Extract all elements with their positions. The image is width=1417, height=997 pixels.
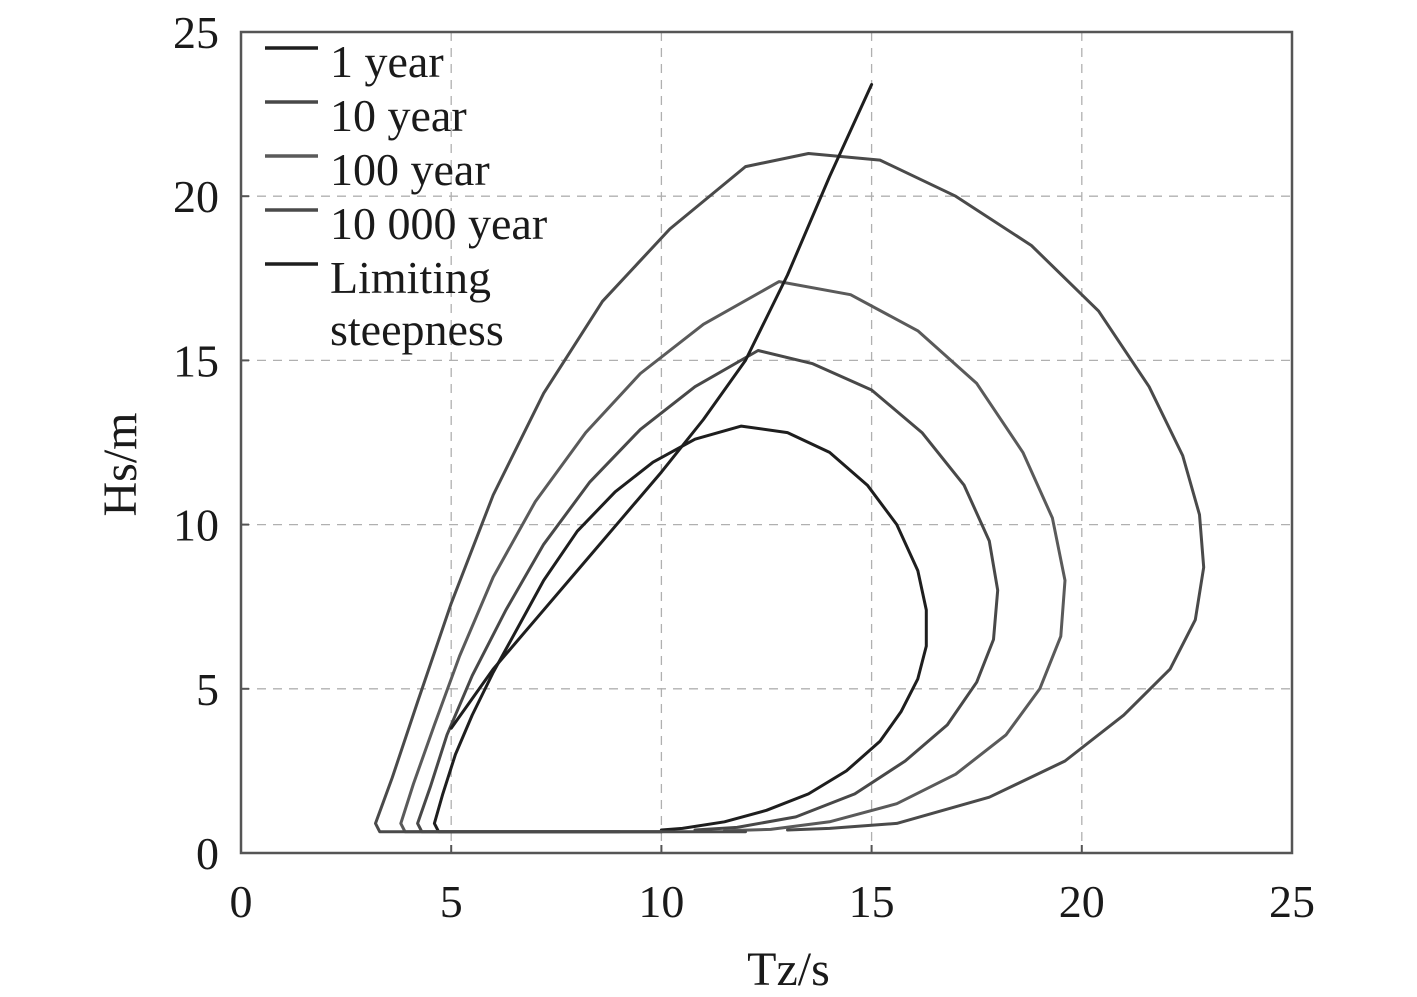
y-tick-label: 25 bbox=[173, 7, 219, 58]
series-line-10-000-year bbox=[374, 152, 1206, 834]
y-axis-label: Hs/m bbox=[94, 412, 147, 516]
x-axis-label: Tz/s bbox=[747, 943, 830, 996]
series-layer bbox=[374, 83, 1206, 834]
legend-label-line: steepness bbox=[330, 304, 504, 355]
legend-label-line: 100 year bbox=[330, 144, 490, 195]
y-tick-label: 0 bbox=[196, 828, 219, 879]
series-line-100-year bbox=[399, 280, 1067, 834]
series-line-10-year bbox=[416, 349, 1000, 834]
legend-label-line: 1 year bbox=[330, 36, 444, 87]
legend-label-line: 10 year bbox=[330, 90, 467, 141]
y-tick-label: 10 bbox=[173, 500, 219, 551]
legend-label-1-year: 1 year bbox=[330, 36, 444, 87]
legend-label-line: Limiting bbox=[330, 252, 491, 303]
x-tick-label: 20 bbox=[1059, 876, 1105, 927]
series-line-limiting-steepness bbox=[449, 83, 874, 730]
y-axis-ticks: 0 5 10 15 20 25 bbox=[173, 7, 249, 879]
x-tick-label: 25 bbox=[1269, 876, 1315, 927]
y-tick-label: 20 bbox=[173, 171, 219, 222]
y-tick-label: 5 bbox=[196, 664, 219, 715]
gridlines bbox=[241, 32, 1292, 853]
x-tick-label: 10 bbox=[638, 876, 684, 927]
y-tick-label: 15 bbox=[173, 335, 219, 386]
plot-frame bbox=[239, 30, 1294, 855]
x-tick-label: 5 bbox=[440, 876, 463, 927]
x-tick-label: 0 bbox=[230, 876, 253, 927]
legend-label-limiting-steepness: Limiting steepness bbox=[330, 252, 504, 355]
legend-label-10-year: 10 year bbox=[330, 90, 467, 141]
x-tick-label: 15 bbox=[849, 876, 895, 927]
x-axis-ticks: 0 5 10 15 20 25 bbox=[230, 845, 1315, 927]
legend-label-100-year: 100 year bbox=[330, 144, 490, 195]
legend-label-10-000-year: 10 000 year bbox=[330, 198, 547, 249]
legend-label-line: 10 000 year bbox=[330, 198, 547, 249]
series-line-1-year bbox=[432, 424, 928, 834]
